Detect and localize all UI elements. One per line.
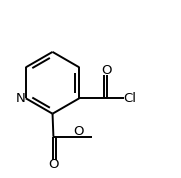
Text: N: N: [16, 92, 25, 105]
Text: O: O: [73, 125, 83, 138]
Text: O: O: [48, 158, 59, 171]
Text: Cl: Cl: [124, 92, 137, 105]
Text: O: O: [101, 64, 112, 77]
